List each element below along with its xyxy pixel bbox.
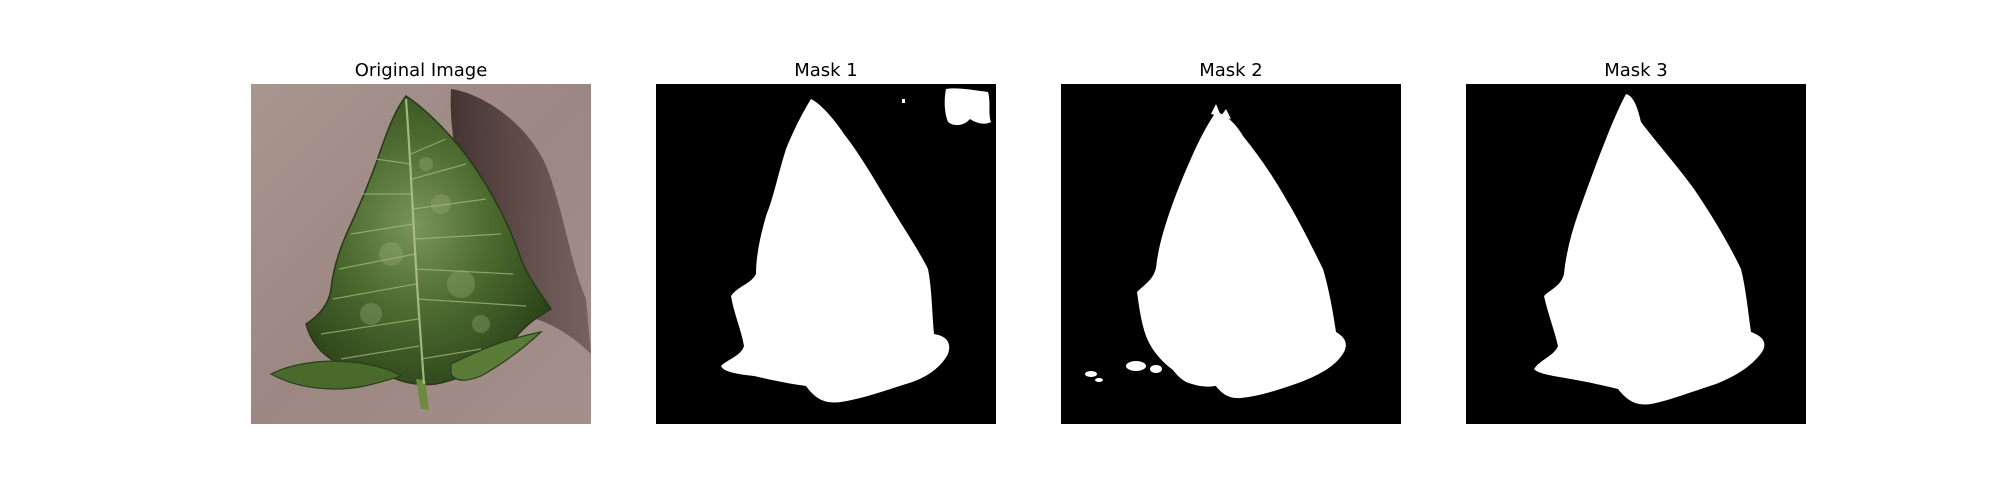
- panel-mask-2: Mask 2: [1061, 58, 1401, 424]
- mask-3-image: [1466, 84, 1806, 424]
- segmentation-mask: [656, 84, 996, 424]
- leaf-photo: [251, 84, 591, 424]
- panel-title: Original Image: [354, 60, 488, 81]
- segmentation-mask: [1061, 84, 1401, 424]
- panel-title: Mask 1: [794, 60, 858, 81]
- mask-2-image: [1061, 84, 1401, 424]
- mask-1-image: [656, 84, 996, 424]
- segmentation-mask: [1466, 84, 1806, 424]
- panel-original-image: Original Image: [251, 58, 591, 424]
- panel-title: Mask 3: [1604, 60, 1668, 81]
- panel-mask-1: Mask 1: [656, 58, 996, 424]
- original-leaf-image: [251, 84, 591, 424]
- panel-title: Mask 2: [1199, 60, 1263, 81]
- panel-mask-3: Mask 3: [1466, 58, 1806, 424]
